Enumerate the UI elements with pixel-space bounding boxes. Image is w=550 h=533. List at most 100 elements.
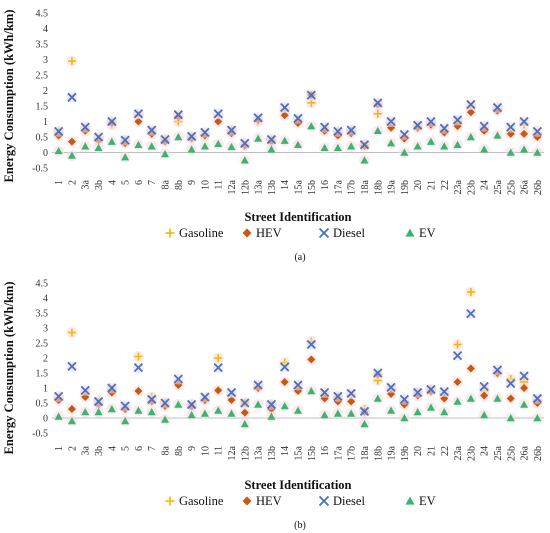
data-point-diesel [319,122,330,132]
x-tick-label: 23b [466,446,477,461]
x-tick-label: 13a [254,445,265,460]
data-point-ev [214,406,223,414]
data-point-ev [426,137,435,145]
x-tick-label: 13b [267,446,278,461]
x-tick-label: 3b [94,180,105,190]
legend-item-diesel: Diesel [318,226,365,240]
y-tick-label: 1 [43,384,48,395]
data-point-diesel [413,120,423,130]
data-point-ev [387,406,396,414]
data-point-gasoline [373,109,382,118]
data-point-diesel [492,365,503,375]
x-tick-label: 12a [227,179,238,194]
legend-label: Diesel [333,226,365,240]
data-point-ev [280,136,289,144]
data-point-hev [506,394,515,403]
data-point-ev [227,409,236,417]
data-point-ev [280,402,289,410]
legend-marker-diesel [318,495,330,507]
y-tick-label: 2 [43,86,48,97]
data-point-diesel [120,401,130,411]
data-point-hev [240,408,249,417]
data-point-diesel [346,388,356,399]
data-point-hev [466,108,475,117]
data-point-ev [254,400,263,408]
data-point-diesel [333,391,343,402]
data-point-diesel [107,116,117,127]
y-tick-label: 0.5 [36,133,49,144]
data-point-hev [214,117,223,126]
data-point-ev [107,405,116,413]
legend-marker-gasoline [165,228,175,238]
data-point-ev [134,406,143,414]
x-tick-label: 1 [54,180,65,185]
x-tick-label: 23a [453,179,464,194]
x-axis-title: Street Identification [244,478,351,492]
y-tick-label: -0.5 [32,164,48,175]
data-point-diesel [359,140,370,150]
x-tick-label: 23b [466,180,477,195]
x-tick-label: 19a [387,445,398,460]
data-point-diesel [93,396,104,407]
data-point-hev [67,405,76,413]
data-point-diesel [532,126,542,137]
x-tick-label: 17b [347,180,358,195]
legend-label: HEV [256,226,282,240]
x-tick-label: 7 [147,180,158,185]
data-point-ev [373,394,382,402]
y-tick-label: 4 [43,24,48,35]
y-tick-label: 3 [43,55,48,66]
legend-item-gasoline: Gasoline [165,494,224,508]
data-point-ev [466,133,475,141]
data-point-diesel [253,380,263,390]
x-tick-label: 12b [240,180,251,195]
data-point-ev [506,414,515,422]
data-point-ev [320,411,329,419]
data-point-diesel [200,392,210,402]
data-point-diesel [54,391,64,402]
data-point-ev [440,142,449,150]
data-point-gasoline [466,288,475,296]
data-point-ev [254,134,263,142]
x-tick-label: 22 [440,180,451,190]
y-tick-label: 0.5 [36,399,49,410]
x-tick-label: 3b [94,446,105,456]
data-point-diesel [479,121,489,131]
x-tick-label: 3a [81,445,92,455]
x-tick-label: 26a [520,445,531,460]
data-point-ev [493,394,502,402]
x-tick-label: 24 [480,180,491,190]
x-tick-label: 15b [307,446,318,461]
data-point-diesel [519,371,529,381]
data-point-ev [174,133,183,141]
data-point-ev [453,140,462,148]
x-tick-label: 11 [214,180,225,190]
y-tick-label: 4 [43,294,48,305]
data-point-ev [294,140,302,148]
data-point-diesel [147,125,157,135]
data-point-diesel [413,387,423,398]
data-point-diesel [466,308,476,319]
legend-marker-ev [405,228,415,237]
legend-label: Gasoline [179,494,224,508]
data-point-diesel [519,116,529,127]
y-tick-label: 3.5 [36,309,49,320]
data-point-ev [506,148,515,156]
y-tick-label: 3.5 [36,40,49,51]
legend-item-ev: EV [405,226,436,240]
data-point-diesel [386,382,396,393]
legend-label: HEV [256,494,282,508]
data-point-ev [174,400,183,408]
data-point-ev [520,145,529,153]
y-tick-label: 3 [43,324,48,335]
data-point-diesel [506,378,516,389]
data-point-ev [200,142,209,150]
x-tick-label: 19a [387,179,398,194]
x-tick-label: 16 [320,446,331,456]
data-point-ev [240,156,249,164]
x-tick-label: 19b [400,180,411,195]
data-point-gasoline [67,57,76,66]
x-tick-label: 26b [533,446,544,461]
data-point-diesel [452,115,463,125]
data-point-diesel [213,362,223,373]
